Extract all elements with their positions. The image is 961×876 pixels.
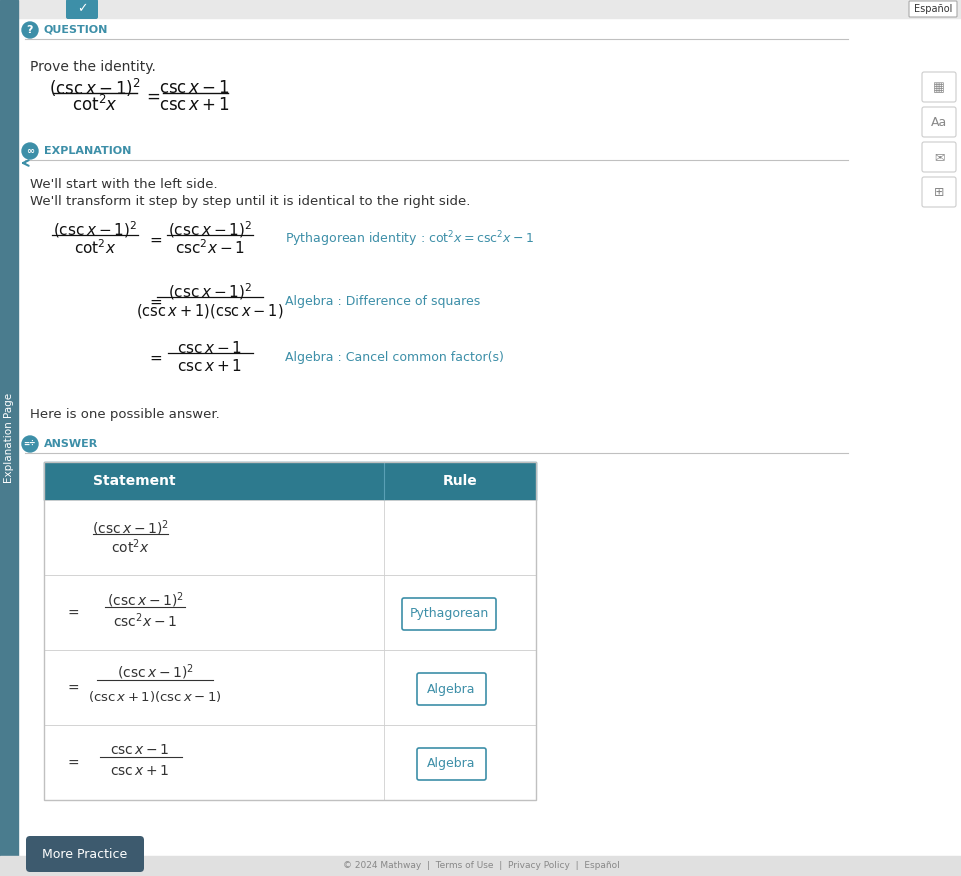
Text: © 2024 Mathway  |  Terms of Use  |  Privacy Policy  |  Español: © 2024 Mathway | Terms of Use | Privacy … bbox=[342, 861, 619, 871]
Text: =÷: =÷ bbox=[24, 440, 37, 449]
Text: $=$: $=$ bbox=[64, 680, 80, 694]
Text: ?: ? bbox=[27, 25, 34, 35]
Bar bbox=[44, 725, 535, 800]
Text: $\csc^{2}\!x-1$: $\csc^{2}\!x-1$ bbox=[175, 238, 245, 258]
Text: ANSWER: ANSWER bbox=[44, 439, 98, 449]
Text: $\csc x-1$: $\csc x-1$ bbox=[111, 743, 170, 757]
Text: More Practice: More Practice bbox=[42, 847, 128, 860]
Text: Explanation Page: Explanation Page bbox=[4, 393, 14, 483]
Text: Aa: Aa bbox=[930, 117, 947, 130]
Text: $=$: $=$ bbox=[147, 293, 162, 308]
Text: Prove the identity.: Prove the identity. bbox=[30, 60, 156, 74]
Text: $=$: $=$ bbox=[147, 231, 162, 246]
Text: QUESTION: QUESTION bbox=[44, 25, 109, 35]
Text: $(\csc x+1)(\csc x-1)$: $(\csc x+1)(\csc x-1)$ bbox=[136, 302, 283, 320]
Bar bbox=[44, 462, 535, 800]
Text: $\csc^{2}\!x-1$: $\csc^{2}\!x-1$ bbox=[112, 611, 177, 631]
Text: $(\csc x-1)^{2}$: $(\csc x-1)^{2}$ bbox=[107, 590, 184, 610]
Bar bbox=[44, 650, 535, 725]
Text: Rule: Rule bbox=[442, 474, 477, 488]
Circle shape bbox=[22, 22, 38, 38]
Text: $\cot^{2}\!x$: $\cot^{2}\!x$ bbox=[111, 538, 149, 556]
FancyBboxPatch shape bbox=[921, 142, 955, 172]
Bar bbox=[0, 856, 961, 876]
Text: $(\csc x-1)^{2}$: $(\csc x-1)^{2}$ bbox=[167, 220, 252, 240]
Bar bbox=[44, 462, 535, 500]
Bar bbox=[0, 0, 961, 18]
Text: $(\csc x+1)(\csc x-1)$: $(\csc x+1)(\csc x-1)$ bbox=[88, 689, 222, 703]
Text: ✓: ✓ bbox=[77, 3, 87, 16]
Bar bbox=[44, 500, 535, 575]
FancyBboxPatch shape bbox=[416, 673, 485, 705]
FancyBboxPatch shape bbox=[921, 107, 955, 137]
Text: $=$: $=$ bbox=[64, 605, 80, 619]
FancyBboxPatch shape bbox=[66, 0, 98, 19]
Text: Algebra : Difference of squares: Algebra : Difference of squares bbox=[284, 294, 480, 307]
Text: $\csc x+1$: $\csc x+1$ bbox=[177, 358, 242, 374]
Text: EXPLANATION: EXPLANATION bbox=[44, 146, 132, 156]
Text: $=$: $=$ bbox=[147, 350, 162, 364]
Text: Algebra : Cancel common factor(s): Algebra : Cancel common factor(s) bbox=[284, 350, 504, 364]
Text: We'll start with the left side.: We'll start with the left side. bbox=[30, 178, 217, 191]
Bar bbox=[0, 0, 18, 876]
Bar bbox=[44, 575, 535, 650]
Text: Algebra: Algebra bbox=[427, 682, 475, 696]
Text: $(\csc x-1)^{2}$: $(\csc x-1)^{2}$ bbox=[91, 519, 168, 538]
Text: $\csc x+1$: $\csc x+1$ bbox=[160, 96, 231, 114]
Circle shape bbox=[22, 436, 38, 452]
Text: Statement: Statement bbox=[92, 474, 175, 488]
FancyBboxPatch shape bbox=[26, 836, 144, 872]
FancyBboxPatch shape bbox=[921, 177, 955, 207]
Text: $(\csc x-1)^{2}$: $(\csc x-1)^{2}$ bbox=[167, 282, 252, 302]
Text: ✉: ✉ bbox=[933, 152, 944, 165]
FancyBboxPatch shape bbox=[402, 598, 496, 630]
Text: $\cot^{2}\!x$: $\cot^{2}\!x$ bbox=[72, 95, 118, 115]
Text: ⊞: ⊞ bbox=[933, 187, 944, 200]
Text: $\csc x-1$: $\csc x-1$ bbox=[160, 79, 231, 97]
Text: Español: Español bbox=[913, 4, 951, 14]
Text: $(\csc x-1)^{2}$: $(\csc x-1)^{2}$ bbox=[53, 220, 137, 240]
Text: $(\csc x-1)^{2}$: $(\csc x-1)^{2}$ bbox=[49, 77, 140, 99]
Text: Algebra: Algebra bbox=[427, 758, 475, 771]
Text: We'll transform it step by step until it is identical to the right side.: We'll transform it step by step until it… bbox=[30, 195, 470, 208]
Text: $\cot^{2}\!x$: $\cot^{2}\!x$ bbox=[74, 238, 116, 258]
Text: $=$: $=$ bbox=[143, 87, 160, 105]
FancyBboxPatch shape bbox=[416, 748, 485, 780]
FancyBboxPatch shape bbox=[921, 72, 955, 102]
Text: ∞: ∞ bbox=[26, 146, 34, 156]
Text: Pythagorean identity : $\cot^{2}\!x=\csc^{2}\!x-1$: Pythagorean identity : $\cot^{2}\!x=\csc… bbox=[284, 230, 533, 249]
Text: Here is one possible answer.: Here is one possible answer. bbox=[30, 408, 219, 421]
Text: $\csc x-1$: $\csc x-1$ bbox=[177, 340, 242, 356]
Circle shape bbox=[22, 143, 38, 159]
Text: $\csc x+1$: $\csc x+1$ bbox=[111, 764, 170, 778]
Text: ▦: ▦ bbox=[932, 81, 944, 95]
FancyBboxPatch shape bbox=[908, 1, 956, 17]
Text: $=$: $=$ bbox=[64, 755, 80, 769]
Text: $(\csc x-1)^{2}$: $(\csc x-1)^{2}$ bbox=[116, 662, 193, 682]
Text: Pythagorean: Pythagorean bbox=[409, 607, 488, 620]
